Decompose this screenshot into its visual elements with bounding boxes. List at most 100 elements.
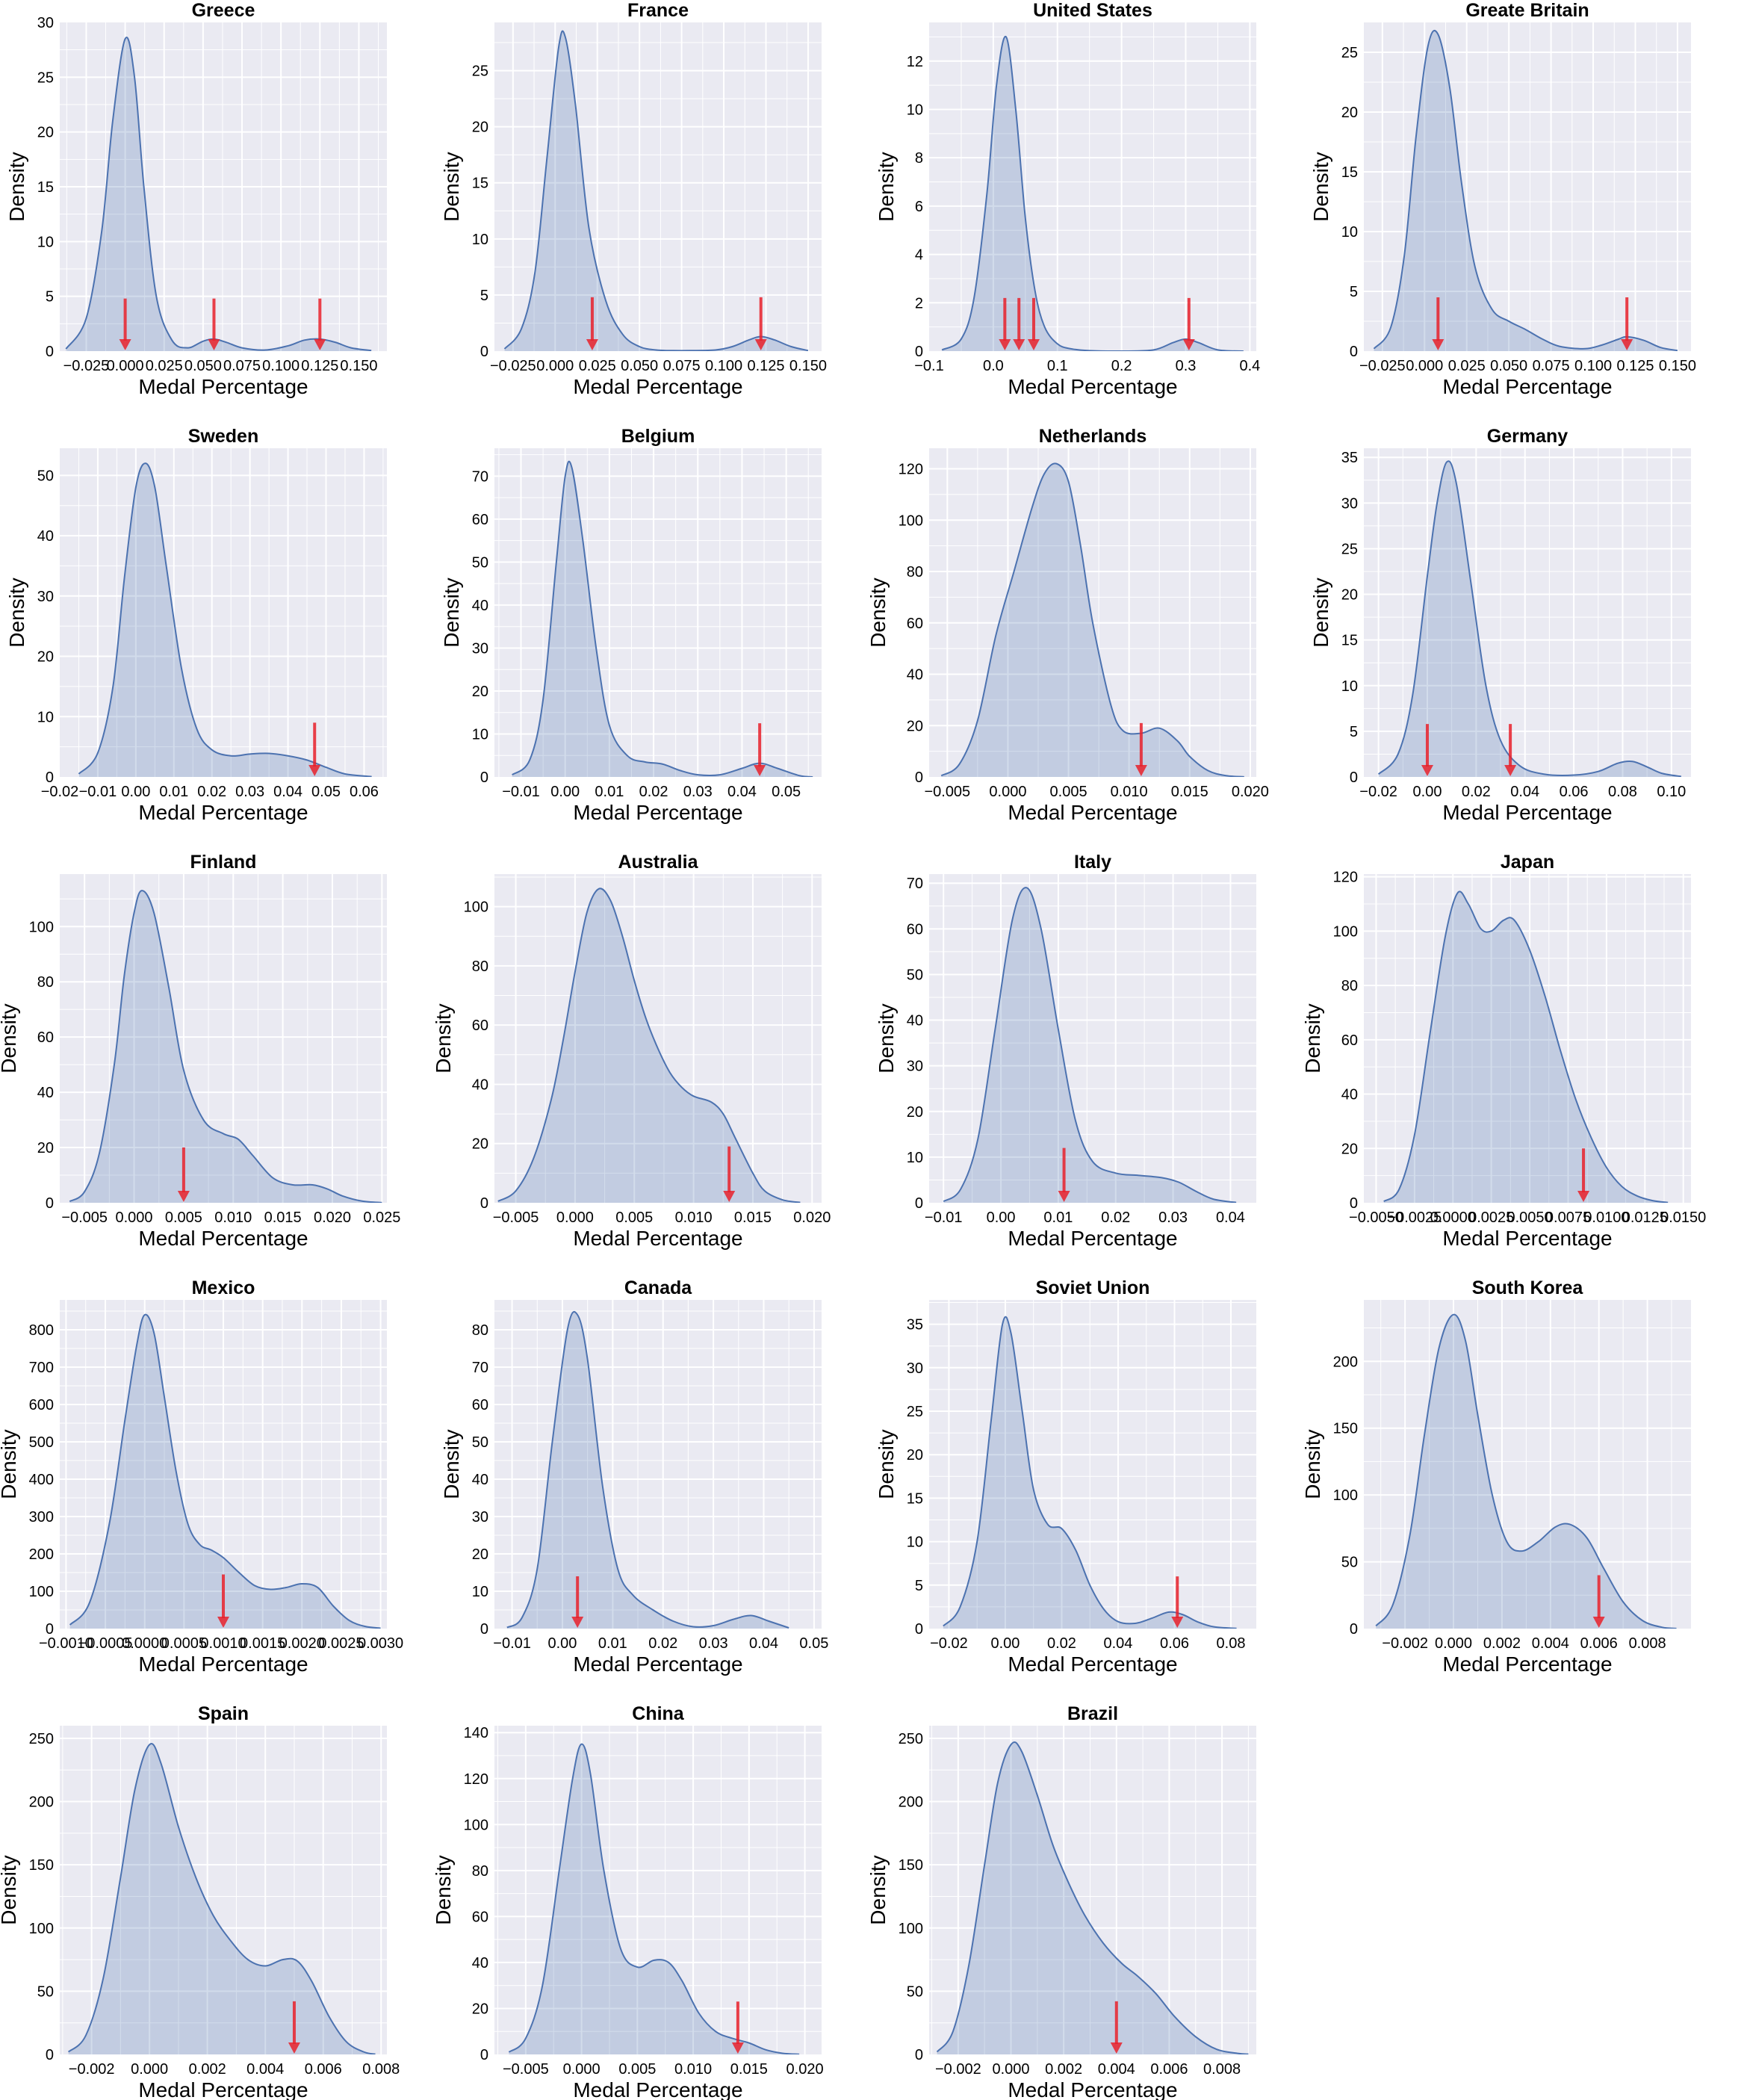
y-tick-label: 100: [29, 1584, 54, 1600]
x-tick-label: −0.0005: [78, 1635, 133, 1652]
y-tick-label: 5: [915, 1578, 923, 1594]
x-tick-label: 0.015: [1171, 784, 1208, 800]
kde-line: [1375, 1313, 1677, 1629]
kde-area: [942, 37, 1244, 351]
x-tick-label: 0.000: [992, 2061, 1029, 2078]
y-tick-label: 0: [46, 2047, 54, 2063]
x-tick-label: −0.02: [1359, 784, 1397, 800]
x-axis-label: Medal Percentage: [1442, 1227, 1612, 1250]
x-tick-label: 0.150: [789, 358, 827, 374]
highlight-arrow: [586, 297, 598, 350]
y-tick-label: 150: [899, 1857, 923, 1874]
plot-area: [494, 1726, 822, 2054]
kde-area: [78, 463, 372, 777]
x-tick-label: 0.050: [1490, 358, 1527, 374]
y-tick-label: 25: [472, 64, 488, 80]
kde-area: [943, 888, 1237, 1203]
y-tick-label: 25: [37, 69, 54, 86]
y-tick-label: 20: [472, 684, 488, 700]
kde-line: [508, 1743, 800, 2054]
y-tick-label: 40: [1341, 1087, 1358, 1103]
x-tick-label: 0.03: [683, 784, 713, 800]
panel-soviet-union: −0.02 0.00 0.02 0.04 0.06 0.08 0 5 10 15 20 25 30 35 S…: [875, 1277, 1256, 1676]
x-tick-label: −0.01: [493, 1635, 531, 1652]
y-tick-label: 30: [37, 589, 54, 605]
x-tick-label: 0.100: [705, 358, 742, 374]
x-tick-label: 0.0025: [1468, 1209, 1514, 1226]
y-tick-label: 5: [46, 289, 54, 306]
kde-area: [504, 31, 808, 351]
kde-line: [506, 1310, 789, 1629]
x-tick-label: 0.000: [536, 358, 574, 374]
y-tick-label: 0: [1350, 344, 1358, 360]
y-tick-label: 250: [29, 1731, 54, 1747]
x-tick-label: 0.0150: [1660, 1209, 1706, 1226]
highlight-arrow: [1432, 297, 1445, 350]
x-tick-label: 0.100: [262, 358, 300, 374]
panel-brazil: −0.002 0.000 0.002 0.004 0.006 0.008 0 50 100 150…: [866, 1703, 1256, 2100]
x-tick-label: −0.002: [69, 2061, 115, 2078]
x-tick-label: 0.006: [1150, 2061, 1188, 2078]
y-tick-label: 5: [480, 288, 488, 304]
gridlines: [60, 874, 387, 1203]
x-tick-label: 0.015: [730, 2061, 768, 2078]
highlight-arrow: [1027, 297, 1040, 350]
y-tick-label: 150: [1333, 1421, 1358, 1437]
x-tick-label: 0.01: [595, 784, 624, 800]
y-tick-label: 20: [37, 1140, 54, 1156]
x-tick-label: 0.000: [131, 2061, 168, 2078]
x-tick-label: 0.125: [1616, 358, 1654, 374]
x-tick-label: 0.010: [214, 1209, 252, 1226]
y-axis-label: Density: [866, 577, 890, 647]
y-axis-label: Density: [866, 1855, 890, 1924]
x-tick-label: 0.05: [799, 1635, 828, 1652]
y-tick-label: 10: [907, 1150, 923, 1166]
gridlines: [494, 874, 822, 1203]
panel-title: Spain: [198, 1703, 249, 1724]
y-tick-label: 30: [472, 1509, 488, 1526]
y-axis-label: Density: [440, 152, 463, 221]
kde-area: [506, 1311, 789, 1629]
y-tick-label: 80: [37, 974, 54, 991]
x-tick-label: 0.0075: [1545, 1209, 1591, 1226]
y-tick-label: 100: [1333, 1487, 1358, 1504]
x-axis-label: Medal Percentage: [1008, 1653, 1177, 1676]
x-tick-label: 0.008: [1203, 2061, 1241, 2078]
x-tick-label: 0.0025: [318, 1635, 364, 1652]
x-tick-label: 0.08: [1608, 784, 1637, 800]
plot-area: [494, 448, 822, 777]
plot-area: [1364, 1300, 1691, 1629]
x-tick-label: −0.02: [41, 784, 79, 800]
x-tick-label: 0.008: [362, 2061, 400, 2078]
panel-germany: −0.02 0.00 0.02 0.04 0.06 0.08 0.10 0 5 10 15 20 25 3…: [1309, 426, 1691, 824]
highlight-arrow: [1013, 297, 1025, 350]
y-tick-label: 20: [907, 718, 923, 734]
y-tick-label: 6: [915, 199, 923, 215]
y-tick-label: 2: [915, 295, 923, 312]
y-tick-label: 100: [29, 1921, 54, 1937]
x-tick-label: 0.000: [556, 1209, 594, 1226]
highlight-arrow: [1577, 1148, 1590, 1202]
x-axis-label: Medal Percentage: [138, 801, 308, 824]
y-tick-label: 20: [472, 1136, 488, 1153]
y-tick-label: 200: [1333, 1354, 1358, 1370]
kde-line: [936, 1741, 1249, 2054]
highlight-arrow: [1110, 2001, 1123, 2054]
x-tick-label: 0.02: [648, 1635, 677, 1652]
gridlines: [929, 1726, 1256, 2054]
highlight-arrow: [1182, 297, 1195, 350]
x-tick-label: −0.005: [503, 2061, 549, 2078]
y-tick-label: 0: [915, 344, 923, 360]
x-tick-label: 0.004: [246, 2061, 284, 2078]
x-tick-label: 0.025: [363, 1209, 400, 1226]
y-tick-label: 60: [37, 1029, 54, 1046]
y-axis-label: Density: [875, 1003, 898, 1073]
x-tick-label: −0.02: [930, 1635, 968, 1652]
x-tick-label: 0.000: [1406, 358, 1443, 374]
highlight-arrow: [754, 297, 767, 350]
x-tick-label: 0.04: [749, 1635, 778, 1652]
x-tick-label: 0.005: [165, 1209, 202, 1226]
y-tick-label: 100: [464, 1817, 488, 1833]
highlight-arrow: [119, 298, 131, 350]
